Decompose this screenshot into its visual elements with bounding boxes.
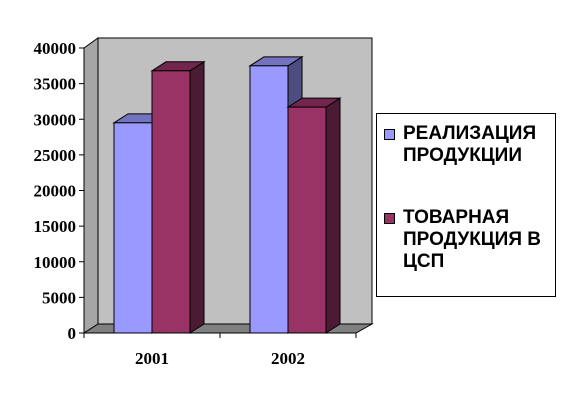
legend-item-realizatsiya: РЕАЛИЗАЦИЯ ПРОДУКЦИИ	[384, 123, 553, 167]
x-tick-label: 2001	[135, 349, 169, 368]
bar	[150, 60, 206, 334]
bar-front	[249, 65, 289, 334]
bar-side	[325, 97, 341, 334]
bar-front	[287, 106, 327, 334]
y-tick-label: 15000	[34, 217, 77, 236]
y-tick-label: 5000	[42, 288, 76, 307]
y-tick-label: 10000	[34, 253, 77, 272]
legend-label-tovarnaya: ТОВАРНАЯ ПРОДУКЦИЯ В ЦСП	[403, 207, 541, 272]
bar-front	[151, 70, 191, 334]
y-tick-label: 0	[68, 324, 77, 343]
legend-swatch-tovarnaya	[384, 213, 395, 224]
x-axis: 2001 2002	[83, 332, 357, 368]
legend-item-tovarnaya: ТОВАРНАЯ ПРОДУКЦИЯ В ЦСП	[384, 207, 553, 273]
y-tick-label: 35000	[34, 75, 77, 94]
bar-side	[189, 60, 205, 334]
y-tick-label: 20000	[34, 182, 77, 201]
y-axis: 0 5000 10000 15000 20000 25000 30000 35000 40000	[34, 39, 85, 343]
legend-label-realizatsiya: РЕАЛИЗАЦИЯ ПРОДУКЦИИ	[403, 123, 537, 166]
x-tick-label: 2002	[271, 349, 305, 368]
bar-front	[113, 122, 153, 334]
bar	[286, 97, 342, 334]
y-tick-label: 30000	[34, 110, 77, 129]
legend-swatch-realizatsiya	[384, 129, 395, 140]
y-tick-label: 40000	[34, 39, 77, 58]
legend: РЕАЛИЗАЦИЯ ПРОДУКЦИИ ТОВАРНАЯ ПРОДУКЦИЯ …	[376, 113, 556, 297]
bars	[112, 55, 342, 334]
y-tick-label: 25000	[34, 146, 77, 165]
chart-side-wall	[83, 37, 99, 334]
